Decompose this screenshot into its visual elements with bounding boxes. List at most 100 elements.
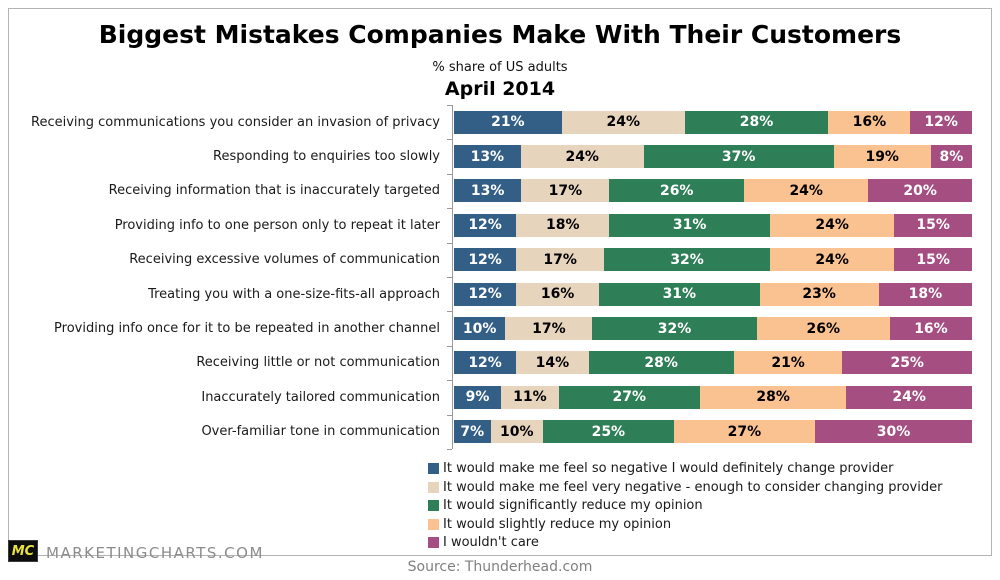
bar-segment: 13% [454,179,522,203]
legend-item: It would make me feel so negative I woul… [428,461,942,480]
axis-tick [447,414,452,416]
axis-tick [447,345,452,347]
category-label: Responding to enquiries too slowly [213,149,440,165]
bar-segment: 17% [505,317,593,341]
bar-segment: 7% [454,420,491,444]
bar-segment: 32% [592,317,757,341]
bar-segment: 27% [673,420,815,444]
stacked-bar: 12% 18% 31% 24% 15% [454,213,972,237]
bar-segment: 24% [769,213,895,237]
category-label: Inaccurately tailored communication [201,389,440,405]
category-label: Receiving excessive volumes of communica… [129,252,440,268]
category-label: Over-familiar tone in communication [201,424,440,440]
brand-text: MARKETINGCHARTS.COM [46,544,264,562]
bar-segment: 17% [521,179,610,203]
bar-segment: 24% [769,248,895,272]
legend-item: It would significantly reduce my opinion [428,498,942,517]
bar-segment: 9% [454,385,502,409]
bar-segment: 30% [815,420,972,444]
source-text: Source: Thunderhead.com [407,559,593,575]
chart-row: Receiving excessive volumes of communica… [8,243,974,277]
marketingcharts-logo: MC [8,540,38,562]
legend-item: It would slightly reduce my opinion [428,517,942,536]
bar-segment: 26% [756,317,890,341]
bar-segment: 15% [894,248,972,272]
chart-date-label: April 2014 [444,78,556,100]
legend-item: I wouldn't care [428,535,942,554]
chart-row: Responding to enquiries too slowly 13% 24%… [8,139,974,173]
bar-segment: 12% [454,248,517,272]
bar-segment: 28% [684,110,829,134]
chart-frame [8,8,992,556]
chart-title: Biggest Mistakes Companies Make With The… [98,20,902,49]
legend-label: It would make me feel very negative - en… [443,479,943,495]
bar-segment: 21% [454,110,562,134]
legend-label: It would significantly reduce my opinion [443,498,703,514]
bar-segment: 15% [894,213,972,237]
bar-segment: 14% [516,351,589,375]
stacked-bar: 21% 24% 28% 16% 12% [454,110,972,134]
chart-row: Receiving little or not communication 12%… [8,346,974,380]
bar-segment: 16% [516,282,600,306]
legend-swatch-icon [428,481,439,493]
chart-subtitle: % share of US adults [432,60,568,75]
stacked-bar: 12% 16% 31% 23% 18% [454,282,972,306]
bar-segment: 16% [828,110,911,134]
stacked-bar-chart: Receiving communications you consider an… [8,105,974,450]
legend-swatch-icon [428,518,439,530]
bar-segment: 24% [744,179,869,203]
chart-row: Receiving information that is inaccurate… [8,174,974,208]
axis-tick [447,242,452,244]
axis-tick [447,173,452,175]
bar-segment: 20% [868,179,972,203]
bar-segment: 16% [889,317,972,341]
bar-segment: 32% [604,248,770,272]
legend-swatch-icon [428,500,439,512]
axis-tick [447,208,452,210]
bar-segment: 26% [609,179,745,203]
stacked-bar: 12% 14% 28% 21% 25% [454,351,972,375]
axis-tick [447,449,452,450]
axis-tick [447,277,452,278]
axis-tick [447,311,452,313]
axis-tick [447,105,452,106]
bar-segment: 24% [520,145,644,169]
bar-segment: 23% [759,282,879,306]
legend-label: It would slightly reduce my opinion [443,516,672,532]
stacked-bar: 9% 11% 27% 28% 24% [454,385,972,409]
chart-row: Providing info to one person only to rep… [8,208,974,242]
legend-item: It would make me feel very negative - en… [428,480,942,499]
bar-segment: 10% [454,317,506,341]
bar-segment: 12% [454,351,517,375]
chart-row: Treating you with a one-size-fits-all ap… [8,277,974,311]
bar-segment: 12% [454,213,517,237]
category-label: Receiving information that is inaccurate… [108,183,440,199]
chart-legend: It would make me feel so negative I woul… [428,461,942,554]
stacked-bar: 13% 17% 26% 24% 20% [454,179,972,203]
legend-label: I wouldn't care [443,535,539,551]
bar-segment: 11% [501,385,559,409]
stacked-bar: 12% 17% 32% 24% 15% [454,248,972,272]
bar-segment: 25% [542,420,674,444]
bar-segment: 25% [842,351,972,375]
category-label: Receiving communications you consider an… [31,114,440,130]
axis-tick [447,139,452,141]
stacked-bar: 10% 17% 32% 26% 16% [454,317,972,341]
bar-segment: 18% [516,213,610,237]
legend-swatch-icon [428,463,439,474]
legend-swatch-icon [428,537,439,549]
bar-segment: 18% [878,282,972,306]
bar-segment: 24% [846,385,972,409]
bar-segment: 28% [588,351,734,375]
stacked-bar: 7% 10% 25% 27% 30% [454,420,972,444]
bar-segment: 24% [561,110,685,134]
bar-segment: 12% [454,282,517,306]
bar-segment: 27% [558,385,700,409]
axis-tick [447,380,452,382]
chart-row: Over-familiar tone in communication 7% 10%… [8,415,974,449]
bar-segment: 31% [599,282,760,306]
bar-segment: 37% [643,145,834,169]
stacked-bar: 13% 24% 37% 19% 8% [454,145,972,169]
category-label: Providing info to one person only to rep… [114,217,440,233]
